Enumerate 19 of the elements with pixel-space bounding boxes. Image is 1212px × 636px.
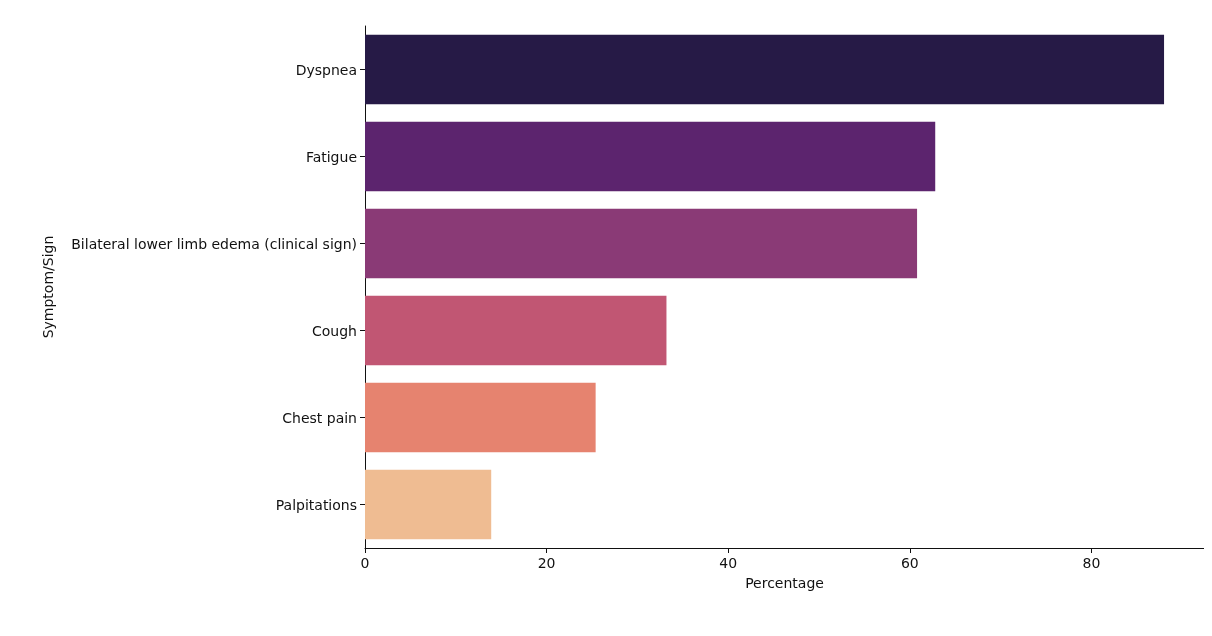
x-tick-label: 60 [900,555,919,571]
bar [365,469,492,540]
x-axis-title: Percentage [745,575,824,591]
x-tick-label: 0 [360,555,370,571]
y-tick-label: Dyspnea [295,61,357,78]
y-tick-label: Cough [312,322,357,339]
x-tick-label: 20 [537,555,556,571]
bar [365,382,596,453]
bar [365,295,667,366]
x-tick-label: 80 [1082,555,1101,571]
y-axis-title: Symptom/Sign [40,235,56,339]
x-tick-label: 40 [719,555,738,571]
bar [365,208,918,279]
y-tick-label: Palpitations [275,496,357,513]
y-tick-label: Chest pain [282,409,357,426]
y-tick-label: Bilateral lower limb edema (clinical sign) [71,235,357,252]
y-tick-label: Fatigue [305,148,357,165]
bar [365,121,936,192]
bar [365,34,1165,105]
